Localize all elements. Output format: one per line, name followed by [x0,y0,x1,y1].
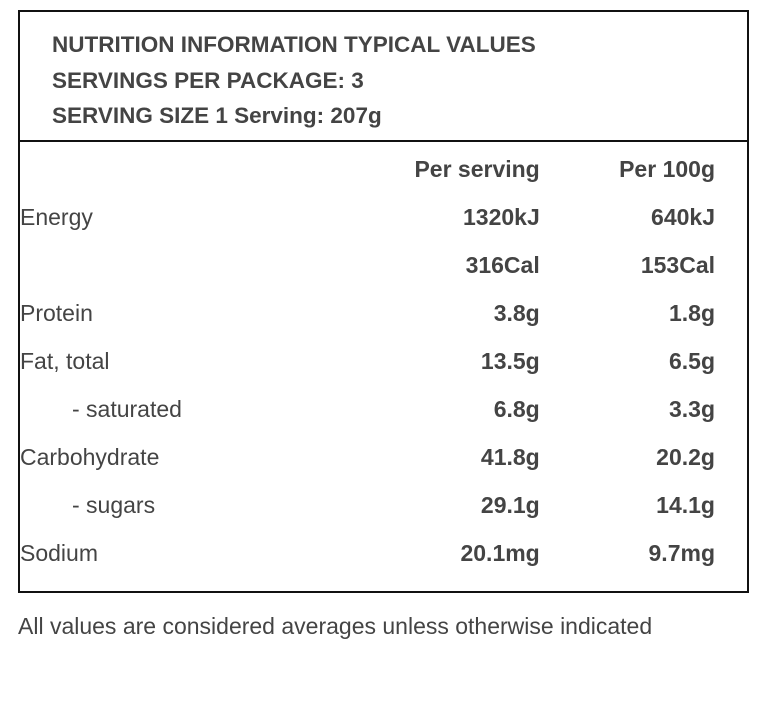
table-row: 316Cal 153Cal [20,241,747,289]
per-serving-header: Per serving [414,155,540,182]
per-100g-header: Per 100g [619,155,715,182]
per-serving-value: 41.8g [480,443,540,470]
per-100g-value: 3.3g [668,395,715,422]
nutrient-label [20,241,335,289]
nutrient-label: Fat, total [20,347,110,374]
nutrient-label: Protein [20,299,93,326]
table-row: Fat, total 13.5g 6.5g [20,337,747,385]
per-serving-value: 29.1g [480,491,540,518]
per-100g-value: 20.2g [656,443,715,470]
table-row: Protein 3.8g 1.8g [20,289,747,337]
table-row: - sugars 29.1g 14.1g [20,481,747,529]
per-100g-value: 14.1g [656,491,715,518]
servings-per-package: SERVINGS PER PACKAGE: 3 [52,67,364,93]
table-row: - saturated 6.8g 3.3g [20,385,747,433]
per-100g-value: 1.8g [668,299,715,326]
table-row: Carbohydrate 41.8g 20.2g [20,433,747,481]
nutrition-panel: NUTRITION INFORMATION TYPICAL VALUES SER… [18,10,749,593]
per-serving-value: 1320kJ [462,203,540,230]
per-100g-value: 640kJ [651,203,715,230]
per-100g-value: 9.7mg [648,539,715,566]
table-row: Sodium 20.1mg 9.7mg [20,529,747,577]
nutrition-table: Per serving Per 100g Energy 1320kJ 640kJ… [20,145,747,577]
nutrient-label: Sodium [20,539,98,566]
per-100g-value: 6.5g [668,347,715,374]
footnote-text: All values are considered averages unles… [18,613,653,639]
per-serving-value: 316Cal [465,251,540,278]
per-serving-value: 3.8g [493,299,540,326]
nutrient-label: - saturated [72,395,182,422]
per-100g-value: 153Cal [640,251,715,278]
serving-size: SERVING SIZE 1 Serving: 207g [52,103,382,128]
table-row: Energy 1320kJ 640kJ [20,193,747,241]
nutrition-header: NUTRITION INFORMATION TYPICAL VALUES SER… [20,12,747,142]
nutrient-column-header [20,145,335,193]
nutrient-label: - sugars [72,491,156,518]
nutrient-label: Energy [20,203,93,230]
per-serving-value: 13.5g [480,347,540,374]
table-header-row: Per serving Per 100g [20,145,747,193]
per-serving-value: 6.8g [493,395,540,422]
panel-title: NUTRITION INFORMATION TYPICAL VALUES [52,32,536,57]
per-serving-value: 20.1mg [460,539,540,566]
nutrient-label: Carbohydrate [20,443,160,470]
